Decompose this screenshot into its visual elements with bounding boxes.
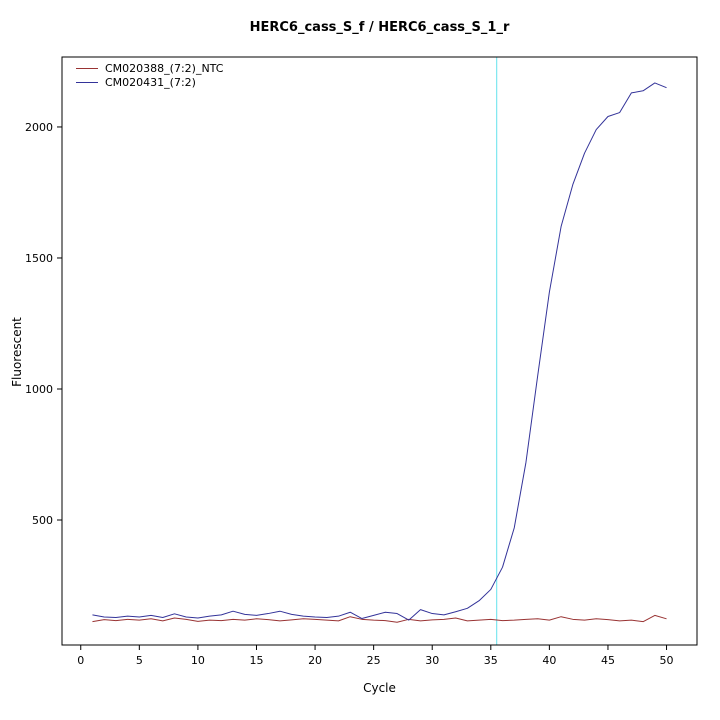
- legend-line-sample: [76, 81, 98, 83]
- legend-line-sample: [76, 67, 98, 69]
- x-tick-label: 10: [191, 654, 205, 667]
- x-tick-label: 30: [425, 654, 439, 667]
- x-tick-label: 40: [542, 654, 556, 667]
- x-tick-label: 20: [308, 654, 322, 667]
- x-tick-label: 15: [249, 654, 263, 667]
- x-axis-label: Cycle: [363, 681, 396, 695]
- x-tick-label: 25: [367, 654, 381, 667]
- series-line-0: [92, 614, 667, 623]
- x-tick-label: 5: [136, 654, 143, 667]
- legend-item: CM020431_(7:2): [76, 75, 223, 89]
- y-tick-label: 500: [32, 514, 53, 527]
- x-tick-label: 35: [484, 654, 498, 667]
- y-tick-label: 2000: [25, 121, 53, 134]
- plot-box: [61, 56, 698, 646]
- legend: CM020388_(7:2)_NTC CM020431_(7:2): [76, 61, 223, 89]
- legend-label: CM020431_(7:2): [105, 75, 196, 89]
- legend-label: CM020388_(7:2)_NTC: [105, 61, 224, 75]
- chart-title: HERC6_cass_S_f / HERC6_cass_S_1_r: [249, 20, 510, 35]
- x-tick-label: 45: [601, 654, 615, 667]
- y-tick-label: 1500: [25, 252, 53, 265]
- legend-item: CM020388_(7:2)_NTC: [76, 61, 223, 75]
- series-line-1: [92, 82, 667, 621]
- x-tick-label: 0: [77, 654, 84, 667]
- y-axis-label: Fluorescent: [10, 317, 24, 387]
- y-tick-label: 1000: [25, 383, 53, 396]
- x-tick-label: 50: [660, 654, 674, 667]
